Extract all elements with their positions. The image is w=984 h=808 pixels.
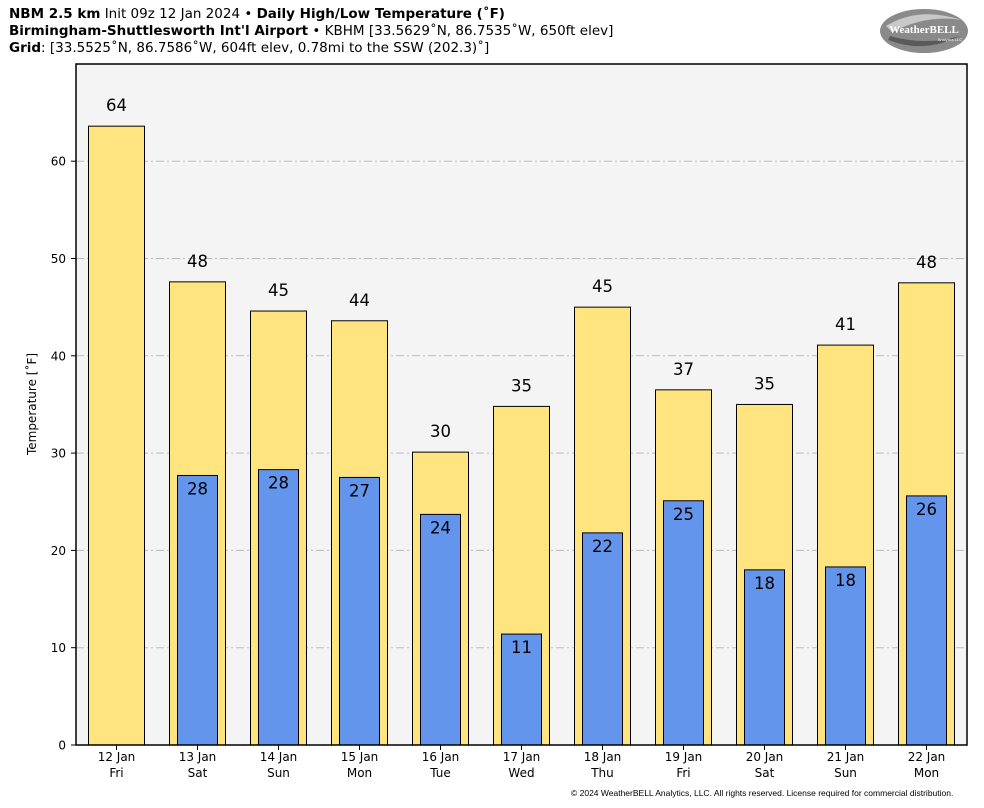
high-value-label: 37 (673, 360, 694, 379)
x-tick-weekday: Sun (267, 766, 290, 780)
high-value-label: 64 (106, 96, 127, 115)
y-tick-label: 0 (58, 739, 66, 753)
x-tick-date: 21 Jan (827, 750, 865, 764)
high-value-label: 44 (349, 291, 370, 310)
x-tick-weekday: Mon (914, 766, 939, 780)
low-bar (501, 633, 542, 746)
x-tick-date: 17 Jan (503, 750, 541, 764)
copyright-notice: © 2024 WeatherBELL Analytics, LLC. All r… (571, 788, 954, 798)
high-value-label: 48 (187, 252, 208, 271)
model-name: NBM 2.5 km (9, 6, 101, 22)
low-value-label: 28 (187, 479, 208, 498)
x-tick-date: 12 Jan (98, 750, 136, 764)
low-bar (258, 469, 299, 746)
x-axis-ticks: 12 Jan Fri 13 Jan Sat 14 Jan Sun 15 Jan Mon 16 J… (98, 745, 946, 780)
high-value-label: 45 (592, 277, 613, 296)
high-value-label: 35 (511, 376, 532, 395)
low-value-label: 27 (349, 481, 370, 500)
x-tick-date: 19 Jan (665, 750, 703, 764)
low-bar (906, 495, 947, 746)
x-tick-weekday: Sat (188, 766, 208, 780)
high-value-label: 48 (916, 253, 937, 272)
low-value-label: 18 (754, 574, 775, 593)
y-tick-label: 10 (51, 641, 66, 655)
x-tick-date: 22 Jan (908, 750, 946, 764)
header-line-grid: Grid: [33.5525˚N, 86.7586˚W, 604ft elev,… (9, 40, 489, 57)
low-bar (582, 532, 623, 746)
low-bar (177, 474, 218, 746)
low-bar (663, 500, 704, 746)
station-info: KBHM [33.5629˚N, 86.7535˚W, 650ft elev] (324, 23, 614, 39)
low-value-label: 25 (673, 505, 694, 524)
grid-info: : [33.5525˚N, 86.7586˚W, 604ft elev, 0.7… (41, 40, 490, 56)
x-tick-date: 13 Jan (179, 750, 217, 764)
station-name: Birmingham-Shuttlesworth Int'l Airport (9, 23, 309, 39)
header-line-model: NBM 2.5 km Init 09z 12 Jan 2024 • Daily … (9, 6, 505, 23)
x-tick-date: 15 Jan (341, 750, 379, 764)
bars: 64 48 28 45 28 44 27 30 24 35 11 45 22 37 25 35 18 41 18 48… (88, 96, 955, 746)
y-axis-ticks: 0 10 20 30 40 50 60 (51, 155, 76, 753)
x-tick-date: 18 Jan (584, 750, 622, 764)
low-bar (420, 513, 461, 746)
x-tick-weekday: Tue (429, 766, 451, 780)
x-tick-weekday: Sat (755, 766, 775, 780)
grid-label: Grid (9, 40, 42, 56)
product-title: Daily High/Low Temperature (˚F) (256, 6, 505, 22)
y-axis-label: Temperature [˚F] (24, 353, 39, 456)
logo-subtext: Analytics LLC (938, 37, 963, 42)
high-value-label: 45 (268, 281, 289, 300)
high-value-label: 30 (430, 422, 451, 441)
x-tick-weekday: Fri (109, 766, 123, 780)
low-bar (744, 569, 785, 746)
x-tick-weekday: Wed (508, 766, 534, 780)
high-value-label: 41 (835, 315, 856, 334)
low-value-label: 28 (268, 474, 289, 493)
separator: • (308, 23, 325, 39)
x-tick-weekday: Mon (347, 766, 372, 780)
logo-text: WeatherBELL (889, 24, 959, 36)
header-line-station: Birmingham-Shuttlesworth Int'l Airport •… (9, 23, 613, 40)
x-tick-weekday: Sun (834, 766, 857, 780)
low-value-label: 22 (592, 537, 613, 556)
y-tick-label: 40 (51, 349, 66, 363)
high-bar (88, 125, 145, 746)
low-value-label: 11 (511, 638, 532, 657)
separator: • (240, 6, 257, 22)
weatherbell-logo: WeatherBELL Analytics LLC (880, 9, 968, 53)
low-value-label: 26 (916, 500, 937, 519)
y-tick-label: 20 (51, 544, 66, 558)
y-tick-label: 60 (51, 155, 66, 169)
x-tick-date: 14 Jan (260, 750, 298, 764)
low-bar (825, 566, 866, 746)
y-tick-label: 30 (51, 447, 66, 461)
low-bar (339, 476, 380, 746)
x-tick-weekday: Fri (676, 766, 690, 780)
y-tick-label: 50 (51, 252, 66, 266)
low-value-label: 18 (835, 571, 856, 590)
x-tick-weekday: Thu (590, 766, 614, 780)
x-tick-date: 16 Jan (422, 750, 460, 764)
low-value-label: 24 (430, 518, 451, 537)
high-value-label: 35 (754, 374, 775, 393)
init-time: Init 09z 12 Jan 2024 (104, 6, 241, 22)
x-tick-date: 20 Jan (746, 750, 784, 764)
